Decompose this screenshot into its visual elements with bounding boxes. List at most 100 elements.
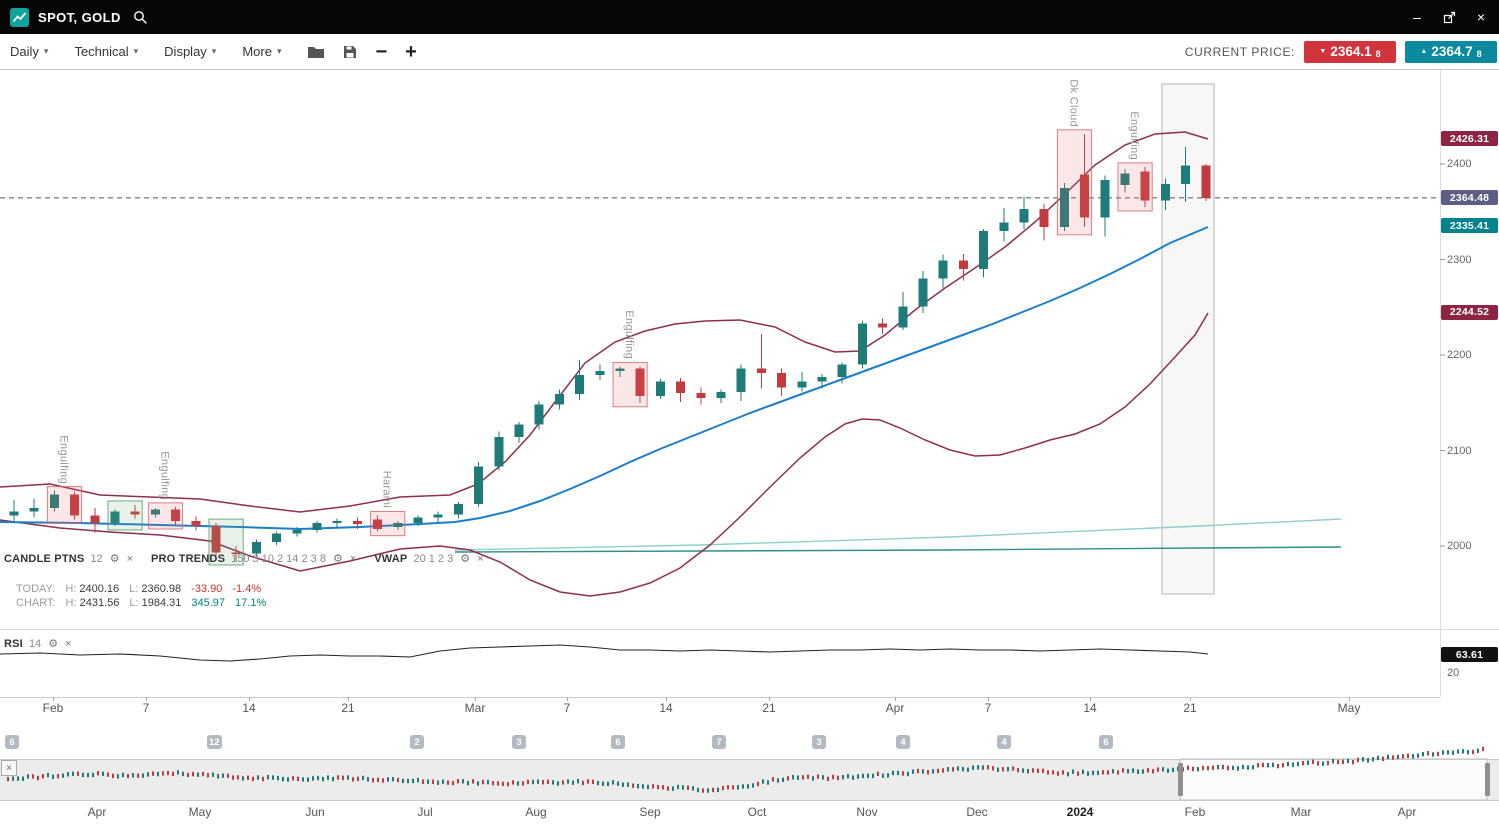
menu-display[interactable]: Display ▾ <box>164 44 216 59</box>
pattern-box-bullish <box>107 500 143 531</box>
navigator-handle-right[interactable] <box>1485 763 1490 796</box>
calendar-event-icon[interactable]: 4 <box>997 735 1011 749</box>
pattern-box-harami <box>370 510 406 537</box>
window-title: SPOT, GOLD <box>38 9 121 25</box>
settings-gear-icon[interactable]: ⚙ <box>109 553 120 565</box>
menu-more-label: More <box>242 44 272 59</box>
today-low: 2360.98 <box>141 583 182 595</box>
calendar-event-icon[interactable]: 12 <box>207 735 222 749</box>
navigator-handle-left[interactable] <box>1178 763 1183 796</box>
today-stats-row: TODAY: H: 2400.16 L: 2360.98 -33.90 -1.4… <box>16 583 261 595</box>
remove-indicator-icon[interactable]: × <box>477 552 484 565</box>
open-layout-button[interactable] <box>307 45 325 59</box>
chart-toolbar: Daily ▾ Technical ▾ Display ▾ More ▾ − +… <box>0 34 1499 70</box>
band-lower-line <box>0 312 1209 597</box>
current-price-label: CURRENT PRICE: <box>1184 44 1295 59</box>
navigator-window[interactable] <box>1179 758 1488 801</box>
chart-low: 1984.31 <box>141 597 182 609</box>
today-high: 2400.16 <box>79 583 120 595</box>
calendar-event-icon[interactable]: 7 <box>712 735 726 749</box>
navigator-series <box>7 746 1484 793</box>
search-icon[interactable] <box>133 10 148 25</box>
down-arrow-icon: ▼ <box>1319 48 1327 55</box>
menu-display-label: Display <box>164 44 207 59</box>
high-label: H: <box>65 583 77 595</box>
indicator-candle-patterns: CANDLE PTNS 12 ⚙ × <box>4 552 133 566</box>
calendar-event-icon[interactable]: 4 <box>896 735 910 749</box>
app-logo-icon <box>10 7 29 27</box>
indicator-name: PRO TRENDS <box>151 552 226 565</box>
zoom-in-button[interactable]: + <box>405 42 417 62</box>
settings-gear-icon[interactable]: ⚙ <box>48 638 59 650</box>
pattern-box-engulfing <box>46 486 83 524</box>
remove-indicator-icon[interactable]: × <box>65 637 72 650</box>
zoom-out-button[interactable]: − <box>375 42 387 62</box>
chevron-down-icon: ▾ <box>276 46 282 56</box>
title-bar: SPOT, GOLD – × <box>0 0 1499 34</box>
calendar-event-icon[interactable]: 3 <box>812 735 826 749</box>
menu-timeframe[interactable]: Daily ▾ <box>10 44 48 59</box>
indicator-legend-row: CANDLE PTNS 12 ⚙ × PRO TRENDS 150 3 10 2… <box>4 552 484 566</box>
pattern-box-engulfing <box>147 502 184 530</box>
vwap-band-line <box>454 518 1342 551</box>
chart-high: 2431.56 <box>79 597 120 609</box>
close-button[interactable]: × <box>1476 9 1486 25</box>
indicator-params: 12 <box>90 552 103 565</box>
pattern-box-dk-cloud <box>1056 129 1093 236</box>
minimize-button[interactable]: – <box>1413 9 1421 25</box>
indicator-params: 14 <box>28 637 42 650</box>
plus-icon: + <box>405 40 417 63</box>
settings-gear-icon[interactable]: ⚙ <box>332 553 343 565</box>
chevron-down-icon: ▾ <box>211 46 217 56</box>
chart-label: CHART: <box>16 597 56 609</box>
navigator-close-button[interactable]: × <box>1 760 17 776</box>
menu-technical[interactable]: Technical ▾ <box>74 44 138 59</box>
popout-button[interactable] <box>1441 9 1457 25</box>
remove-indicator-icon[interactable]: × <box>126 552 133 565</box>
rsi-line <box>0 644 1209 662</box>
calendar-event-icon[interactable]: 6 <box>611 735 625 749</box>
low-label: L: <box>129 597 139 609</box>
calendar-event-icon[interactable]: 6 <box>1099 735 1113 749</box>
chart-selection-region[interactable] <box>1161 83 1215 595</box>
chevron-down-icon: ▾ <box>43 46 49 56</box>
today-change-pct: -1.4% <box>232 583 262 595</box>
rsi-legend-row: RSI 14 ⚙ × <box>4 637 72 651</box>
indicator-pro-trends: PRO TRENDS 150 3 10 2 14 2 3 8 ⚙ × <box>151 552 357 566</box>
ask-price-pip: 8 <box>1476 48 1482 59</box>
indicator-rsi: RSI 14 ⚙ × <box>4 637 72 651</box>
calendar-event-icon[interactable]: 2 <box>410 735 424 749</box>
menu-timeframe-label: Daily <box>10 44 39 59</box>
low-label: L: <box>129 583 139 595</box>
indicator-name: RSI <box>4 637 23 650</box>
indicator-name: VWAP <box>374 552 408 565</box>
save-layout-button[interactable] <box>343 45 357 59</box>
candles-layer <box>9 133 1211 561</box>
up-arrow-icon: ▲ <box>1420 48 1428 55</box>
remove-indicator-icon[interactable]: × <box>349 552 357 565</box>
menu-technical-label: Technical <box>74 44 129 59</box>
bid-price: 2364.1 <box>1330 44 1372 59</box>
vwap-line <box>454 546 1342 553</box>
today-change: -33.90 <box>191 583 223 595</box>
bid-price-pip: 8 <box>1375 48 1381 59</box>
trend-ma-line <box>0 226 1209 531</box>
indicator-name: CANDLE PTNS <box>4 552 85 565</box>
menu-more[interactable]: More ▾ <box>242 44 281 59</box>
indicator-params: 20 1 2 3 <box>413 552 454 565</box>
indicator-vwap: VWAP 20 1 2 3 ⚙ × <box>374 552 484 566</box>
save-icon <box>344 45 357 58</box>
window-controls: – × <box>1409 9 1489 25</box>
calendar-event-icon[interactable]: 6 <box>5 735 19 749</box>
high-label: H: <box>65 597 77 609</box>
current-price-section: CURRENT PRICE: ▼ 2364.1 8 ▲ 2364.7 8 <box>1184 40 1497 63</box>
today-label: TODAY: <box>16 583 56 595</box>
chart-change-pct: 17.1% <box>235 597 267 609</box>
calendar-event-icon[interactable]: 3 <box>512 735 526 749</box>
chart-stats-row: CHART: H: 2431.56 L: 1984.31 345.97 17.1… <box>16 597 266 609</box>
ask-price-button[interactable]: ▲ 2364.7 8 <box>1405 40 1497 63</box>
settings-gear-icon[interactable]: ⚙ <box>460 553 471 565</box>
bid-price-button[interactable]: ▼ 2364.1 8 <box>1304 40 1396 63</box>
chevron-down-icon: ▾ <box>133 46 139 56</box>
